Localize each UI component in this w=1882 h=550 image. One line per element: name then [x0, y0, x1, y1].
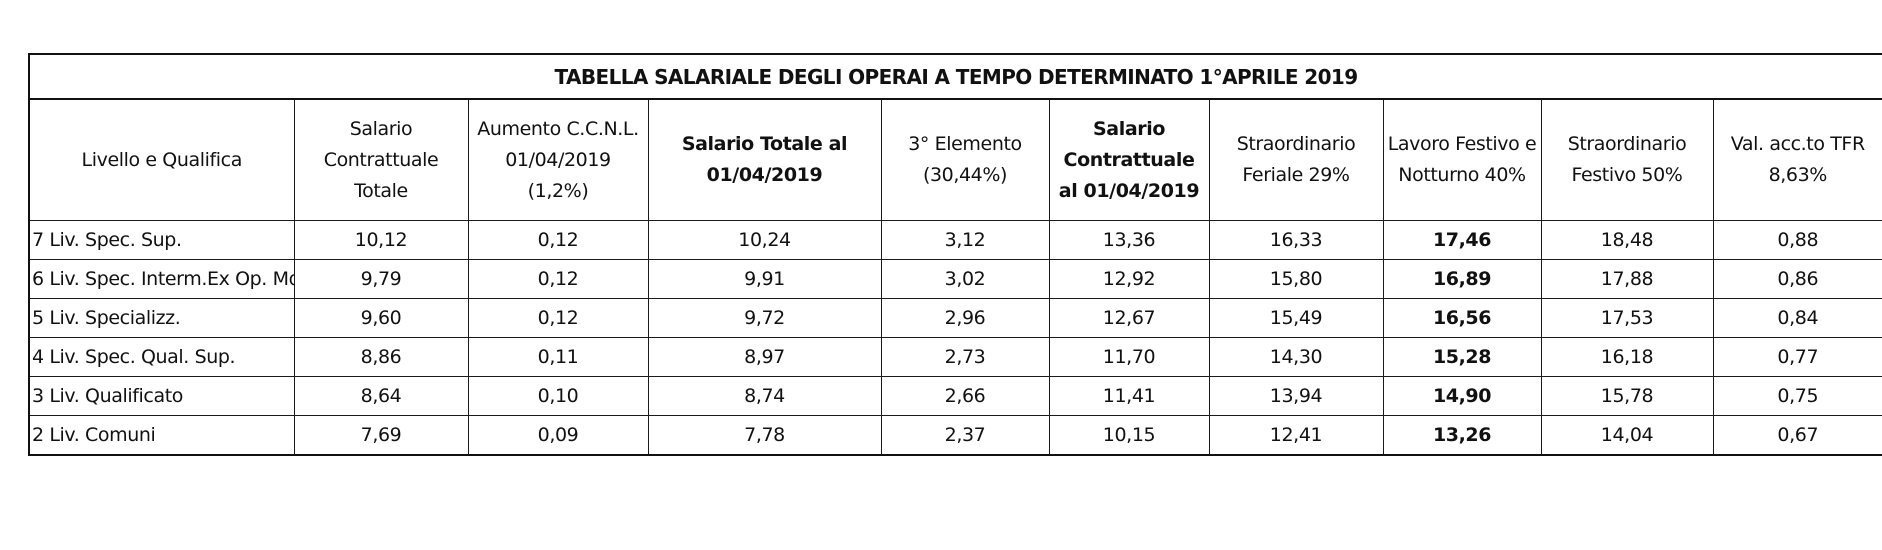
table-row: 2 Liv. Comuni 7,69 0,09 7,78 2,37 10,15 … [28, 415, 1882, 456]
cell-lavoro-festivo-notturno: 16,89 [1382, 259, 1542, 299]
header-tfr: Val. acc.to TFR 8,63% [1712, 98, 1882, 221]
cell-terzo-elemento: 2,73 [880, 337, 1050, 377]
cell-aumento-ccnl: 0,11 [467, 337, 649, 377]
cell-salario-totale: 9,91 [647, 259, 882, 299]
cell-salario-contrattuale-al: 11,41 [1048, 376, 1210, 416]
cell-terzo-elemento: 2,66 [880, 376, 1050, 416]
cell-aumento-ccnl: 0,12 [467, 220, 649, 260]
cell-straordinario-festivo: 15,78 [1540, 376, 1714, 416]
cell-lavoro-festivo-notturno: 13,26 [1382, 415, 1542, 456]
table-row: 6 Liv. Spec. Interm.Ex Op. Mq 9,79 0,12 … [28, 259, 1882, 299]
cell-straordinario-feriale: 13,94 [1208, 376, 1384, 416]
cell-livello: 2 Liv. Comuni [28, 415, 295, 456]
table-row: 3 Liv. Qualificato 8,64 0,10 8,74 2,66 1… [28, 376, 1882, 416]
cell-terzo-elemento: 3,02 [880, 259, 1050, 299]
salary-table-sheet: TABELLA SALARIALE DEGLI OPERAI A TEMPO D… [27, 53, 1882, 518]
cell-lavoro-festivo-notturno: 16,56 [1382, 298, 1542, 338]
cell-terzo-elemento: 2,37 [880, 415, 1050, 456]
table-row: 4 Liv. Spec. Qual. Sup. 8,86 0,11 8,97 2… [28, 337, 1882, 377]
cell-aumento-ccnl: 0,12 [467, 259, 649, 299]
table-row: 7 Liv. Spec. Sup. 10,12 0,12 10,24 3,12 … [28, 220, 1882, 260]
cell-lavoro-festivo-notturno: 15,28 [1382, 337, 1542, 377]
cell-salario-contrattuale-totale: 7,69 [293, 415, 469, 456]
header-aumento-ccnl: Aumento C.C.N.L. 01/04/2019 (1,2%) [467, 98, 649, 221]
cell-salario-contrattuale-al: 11,70 [1048, 337, 1210, 377]
table-title-row: TABELLA SALARIALE DEGLI OPERAI A TEMPO D… [27, 53, 1882, 100]
cell-salario-totale: 8,74 [647, 376, 882, 416]
cell-salario-contrattuale-al: 13,36 [1048, 220, 1210, 260]
cell-salario-contrattuale-al: 12,92 [1048, 259, 1210, 299]
cell-tfr: 0,67 [1712, 415, 1882, 456]
header-terzo-elemento: 3° Elemento (30,44%) [880, 98, 1050, 221]
cell-lavoro-festivo-notturno: 17,46 [1382, 220, 1542, 260]
cell-straordinario-feriale: 12,41 [1208, 415, 1384, 456]
cell-salario-totale: 7,78 [647, 415, 882, 456]
header-lavoro-festivo-notturno: Lavoro Festivo e Notturno 40% [1382, 98, 1542, 221]
header-salario-totale: Salario Totale al 01/04/2019 [647, 98, 882, 221]
cell-salario-totale: 10,24 [647, 220, 882, 260]
cell-aumento-ccnl: 0,12 [467, 298, 649, 338]
header-straordinario-festivo: Straordinario Festivo 50% [1540, 98, 1714, 221]
cell-livello: 6 Liv. Spec. Interm.Ex Op. Mq [28, 259, 295, 299]
header-salario-contrattuale-totale: Salario Contrattuale Totale [293, 98, 469, 221]
table-title: TABELLA SALARIALE DEGLI OPERAI A TEMPO D… [27, 53, 1882, 100]
cell-livello: 3 Liv. Qualificato [28, 376, 295, 416]
table-row: 5 Liv. Specializz. 9,60 0,12 9,72 2,96 1… [28, 298, 1882, 338]
cell-salario-contrattuale-totale: 8,64 [293, 376, 469, 416]
cell-straordinario-feriale: 15,49 [1208, 298, 1384, 338]
cell-aumento-ccnl: 0,09 [467, 415, 649, 456]
cell-tfr: 0,75 [1712, 376, 1882, 416]
cell-tfr: 0,84 [1712, 298, 1882, 338]
cell-salario-totale: 9,72 [647, 298, 882, 338]
cell-straordinario-festivo: 17,53 [1540, 298, 1714, 338]
cell-salario-contrattuale-totale: 9,79 [293, 259, 469, 299]
cell-straordinario-festivo: 17,88 [1540, 259, 1714, 299]
cell-salario-contrattuale-al: 12,67 [1048, 298, 1210, 338]
header-straordinario-feriale: Straordinario Feriale 29% [1208, 98, 1384, 221]
cell-livello: 5 Liv. Specializz. [28, 298, 295, 338]
cell-terzo-elemento: 2,96 [880, 298, 1050, 338]
header-livello: Livello e Qualifica [28, 98, 295, 221]
cell-straordinario-festivo: 16,18 [1540, 337, 1714, 377]
cell-straordinario-feriale: 16,33 [1208, 220, 1384, 260]
cell-straordinario-festivo: 14,04 [1540, 415, 1714, 456]
cell-tfr: 0,88 [1712, 220, 1882, 260]
cell-salario-contrattuale-totale: 8,86 [293, 337, 469, 377]
header-salario-contrattuale-al: Salario Contrattuale al 01/04/2019 [1048, 98, 1210, 221]
cell-straordinario-festivo: 18,48 [1540, 220, 1714, 260]
cell-salario-contrattuale-totale: 9,60 [293, 298, 469, 338]
cell-livello: 7 Liv. Spec. Sup. [28, 220, 295, 260]
cell-lavoro-festivo-notturno: 14,90 [1382, 376, 1542, 416]
cell-salario-totale: 8,97 [647, 337, 882, 377]
cell-tfr: 0,77 [1712, 337, 1882, 377]
cell-livello: 4 Liv. Spec. Qual. Sup. [28, 337, 295, 377]
cell-salario-contrattuale-al: 10,15 [1048, 415, 1210, 456]
cell-tfr: 0,86 [1712, 259, 1882, 299]
salary-table: TABELLA SALARIALE DEGLI OPERAI A TEMPO D… [27, 53, 1882, 456]
cell-straordinario-feriale: 15,80 [1208, 259, 1384, 299]
cell-salario-contrattuale-totale: 10,12 [293, 220, 469, 260]
cell-terzo-elemento: 3,12 [880, 220, 1050, 260]
table-header-row: Livello e Qualifica Salario Contrattuale… [28, 98, 1882, 221]
cell-aumento-ccnl: 0,10 [467, 376, 649, 416]
cell-straordinario-feriale: 14,30 [1208, 337, 1384, 377]
